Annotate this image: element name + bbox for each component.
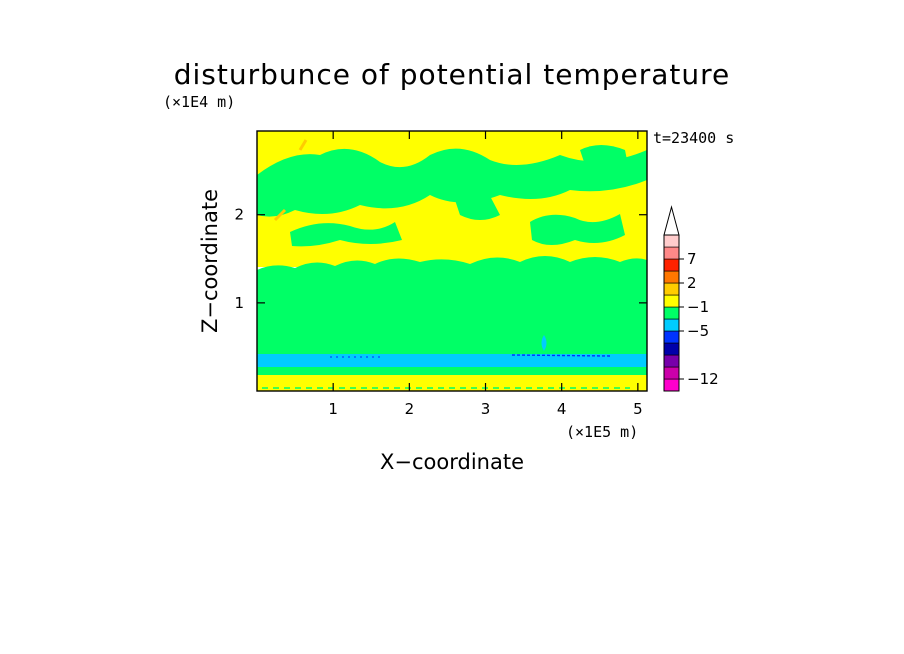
low-layer-green	[257, 367, 647, 376]
upper-green-streak	[455, 192, 500, 220]
y-unit-label: (×1E4 m)	[163, 93, 235, 111]
colorbar-tick-label: 7	[687, 250, 697, 268]
x-tick-label: 2	[405, 400, 415, 418]
colorbar-swatch	[663, 378, 680, 392]
bottom-layer	[257, 375, 647, 391]
x-tick-label: 4	[557, 400, 567, 418]
y-tick-label: 2	[234, 206, 244, 224]
colorbar-extension-arrow	[663, 205, 680, 236]
orange-streak	[273, 208, 287, 222]
x-unit-label: (×1E5 m)	[566, 423, 638, 441]
plot-area	[257, 131, 647, 391]
y-axis-label: Z−coordinate	[198, 189, 222, 333]
x-tick-label: 1	[328, 400, 338, 418]
mid-layer	[257, 256, 647, 356]
x-tick-label: 5	[633, 400, 643, 418]
plot-frame	[256, 130, 648, 392]
colorbar-swatch	[663, 282, 680, 296]
colorbar-swatch	[663, 330, 680, 344]
cyan-spot	[541, 335, 547, 351]
colorbar-swatch	[663, 342, 680, 356]
colorbar-tick-label: −1	[687, 298, 709, 316]
colorbar-swatch	[663, 318, 680, 332]
colorbar-swatch	[663, 366, 680, 380]
upper-green-band	[257, 148, 647, 217]
x-tick-label: 3	[481, 400, 491, 418]
colorbar-tick-label: −5	[687, 322, 709, 340]
orange-streak	[298, 139, 308, 151]
colorbar-frame	[663, 234, 680, 392]
upper-green-streak	[530, 214, 625, 245]
colorbar-tick-label: 2	[687, 274, 697, 292]
colorbar: 7 2 −1 −5 −12	[663, 205, 719, 392]
chart-title: disturbunce of potential temperature	[174, 58, 731, 91]
colorbar-swatch	[663, 306, 680, 320]
blue-streak	[511, 354, 611, 357]
time-label: t=23400 s	[653, 129, 734, 147]
colorbar-swatch	[663, 258, 680, 272]
colorbar-swatch	[663, 294, 680, 308]
upper-green-streak	[290, 222, 402, 247]
y-axis-ticks: 12	[234, 206, 647, 312]
upper-green-streak	[580, 145, 628, 169]
colorbar-tick-label: −12	[687, 370, 719, 388]
colorbar-swatch	[663, 270, 680, 284]
x-axis-label: X−coordinate	[380, 450, 524, 474]
x-axis-ticks: 1 2 3 4 5	[328, 131, 643, 418]
colorbar-swatch	[663, 354, 680, 368]
colorbar-swatch	[663, 246, 680, 260]
y-tick-label: 1	[234, 294, 244, 312]
colorbar-swatch	[663, 234, 680, 248]
